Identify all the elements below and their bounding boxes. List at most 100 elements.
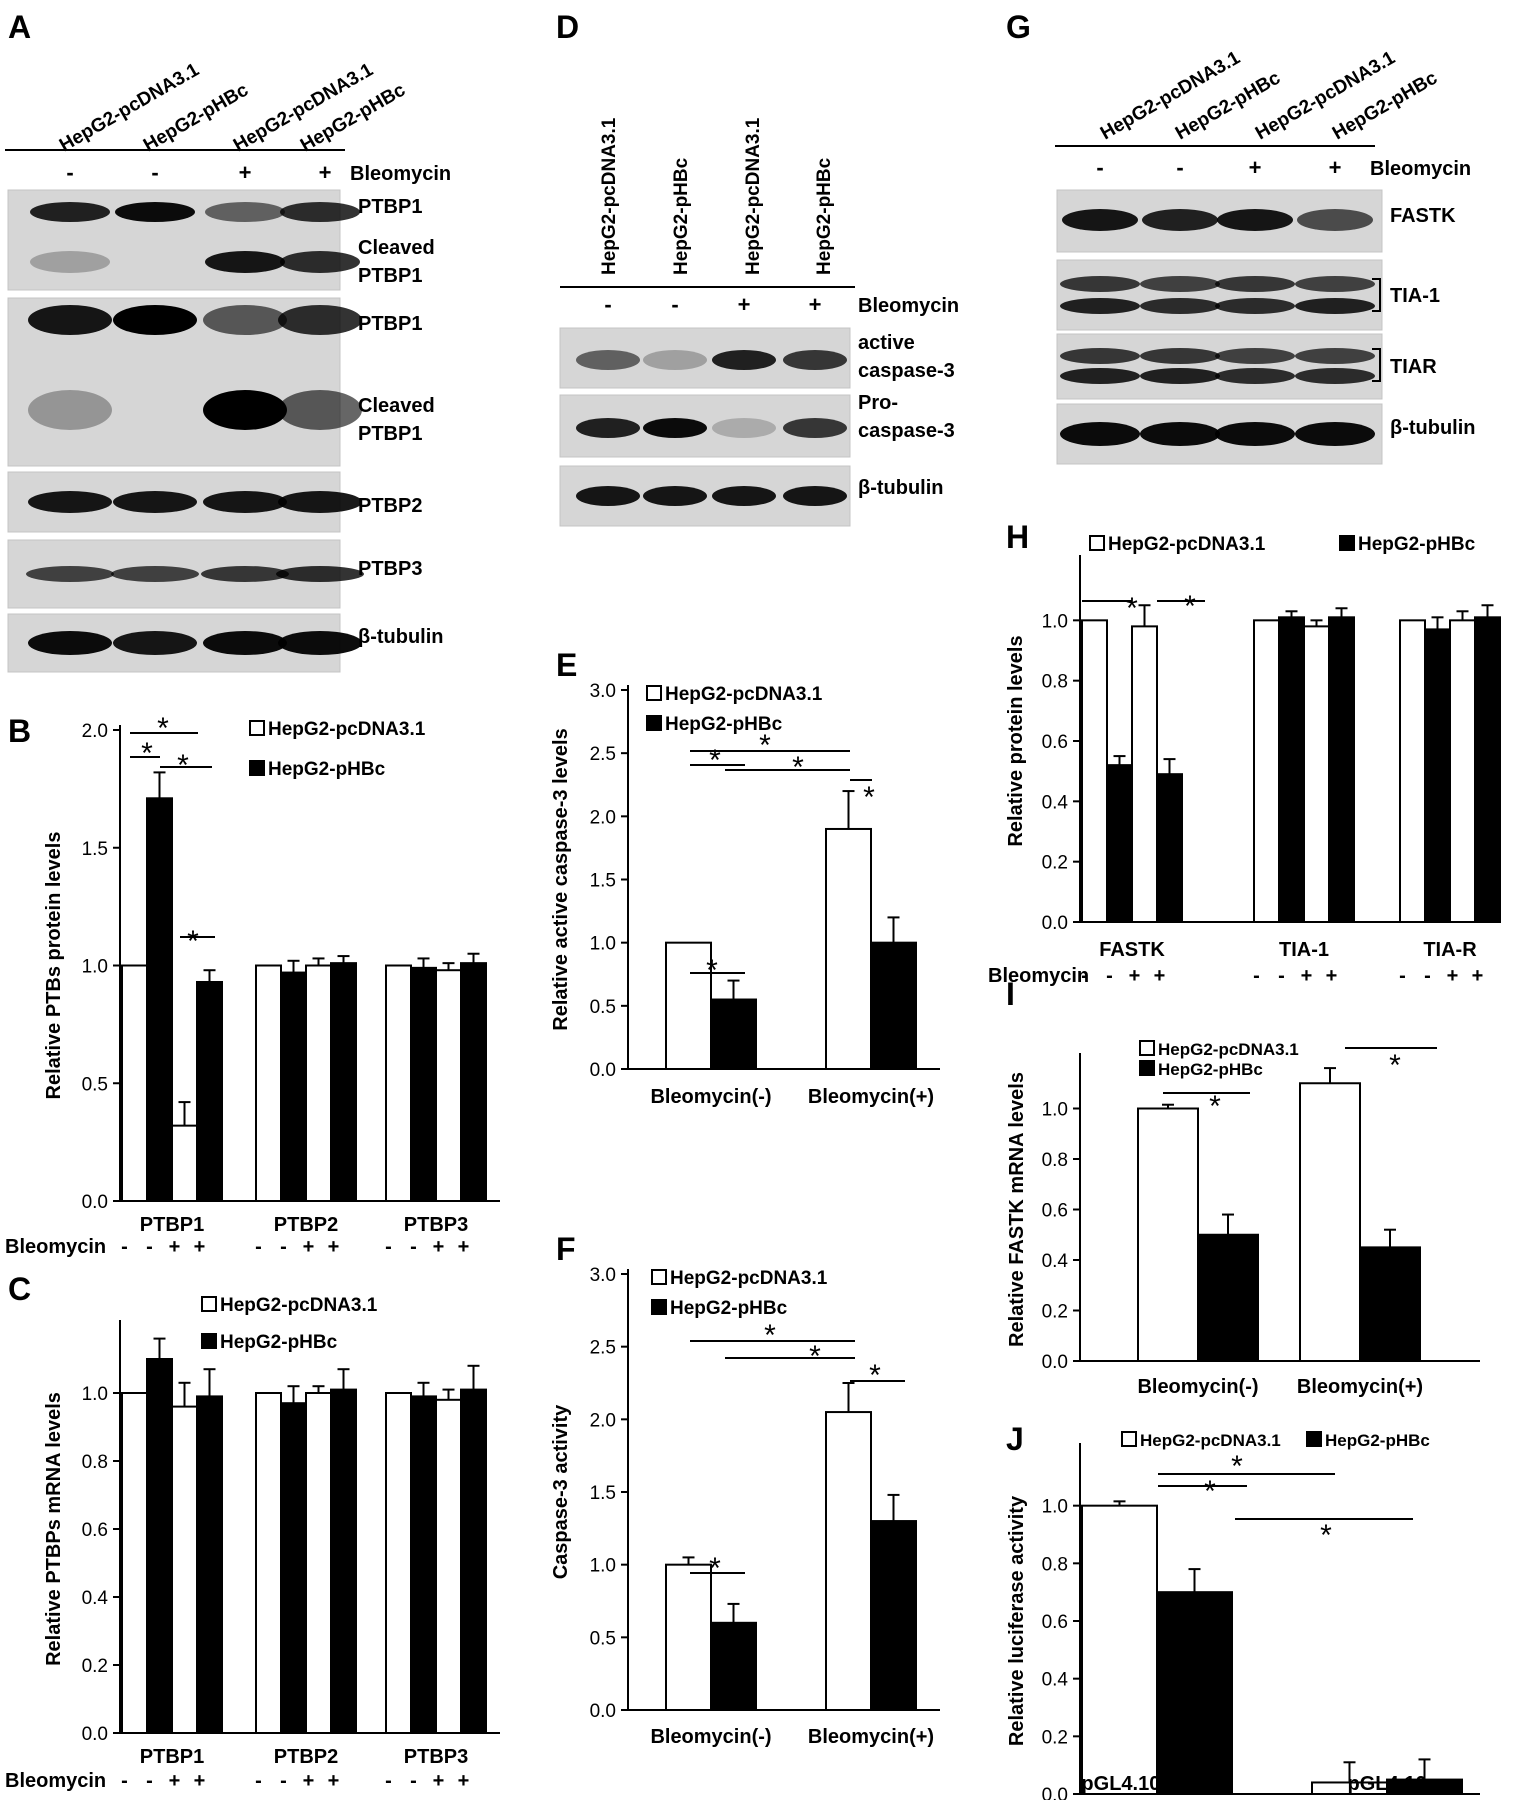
y-tick-label: 1.0 [1042, 1100, 1068, 1121]
bar [460, 962, 487, 1203]
band [1215, 298, 1295, 314]
y-tick-label: 2.0 [590, 807, 616, 828]
treatment-sign: + [1129, 965, 1141, 987]
band [712, 486, 776, 506]
legend-swatch [201, 1296, 217, 1312]
band [280, 251, 360, 273]
treatment-label: Bleomycin [988, 965, 1089, 987]
y-axis-label: Relative luciferase activity [1006, 1495, 1028, 1746]
significance-marker: * [1184, 590, 1196, 623]
bar [710, 1621, 757, 1712]
bar [330, 1388, 357, 1734]
bar [1359, 1246, 1421, 1362]
band [1295, 368, 1375, 384]
y-tick-label: 0.6 [1042, 1201, 1068, 1222]
legend-entry: HepG2-pcDNA3.1 [220, 1295, 378, 1316]
treatment-sign: + [319, 160, 332, 185]
bar [1328, 616, 1355, 923]
category-label: TIA-R [1423, 939, 1477, 961]
bar [305, 1392, 332, 1734]
significance-marker: * [1204, 1475, 1216, 1508]
legend-entry: HepG2-pHBc [220, 1332, 338, 1353]
treatment-sign: - [1399, 965, 1406, 987]
y-tick-label: 1.0 [590, 1556, 616, 1577]
legend-swatch [249, 720, 265, 736]
bar [870, 1520, 917, 1711]
y-tick-label: 3.0 [590, 681, 616, 702]
legend-swatch [201, 1333, 217, 1349]
legend-entry: HepG2-pHBc [670, 1298, 788, 1319]
treatment-sign: - [1424, 965, 1431, 987]
y-tick-label: 1.5 [82, 839, 108, 860]
category-label: Bleomycin(+) [808, 1086, 934, 1108]
y-tick-label: 2.0 [82, 721, 108, 742]
y-tick-label: 2.0 [590, 1410, 616, 1431]
legend-swatch [646, 715, 662, 731]
treatment-sign: - [1278, 965, 1285, 987]
y-tick-label: 1.5 [590, 1483, 616, 1504]
significance-marker: * [759, 729, 771, 762]
band [276, 566, 364, 582]
treatment-sign: + [239, 160, 252, 185]
treatment-label: Bleomycin [858, 295, 959, 317]
blot-G: HepG2-pcDNA3.1HepG2-pHBcHepG2-pcDNA3.1He… [1056, 47, 1441, 465]
bar [1253, 619, 1280, 923]
y-tick-label: 1.0 [590, 934, 616, 955]
bar [146, 1358, 173, 1734]
legend-swatch [651, 1299, 667, 1315]
y-axis-label: Relative active caspase-3 levels [550, 728, 572, 1030]
band [1142, 209, 1218, 231]
y-tick-label: 0.0 [1042, 1352, 1068, 1373]
panel-letter-g: G [1006, 9, 1031, 45]
y-tick-label: 0.8 [1042, 672, 1068, 693]
band-label: TIA-1 [1390, 285, 1440, 307]
legend-entry: HepG2-pcDNA3.1 [665, 684, 823, 705]
band-label: PTBP1 [358, 423, 422, 445]
band-label: β-tubulin [858, 477, 944, 499]
treatment-sign: - [385, 1236, 392, 1258]
legend-entry: HepG2-pcDNA3.1 [1140, 1431, 1281, 1450]
significance-marker: * [1126, 592, 1138, 625]
band [278, 631, 362, 655]
category-label: pGL4.10-FASTK [1081, 1773, 1233, 1795]
band [712, 418, 776, 438]
blot-A: HepG2-pcDNA3.1HepG2-pHBcHepG2-pcDNA3.1He… [7, 59, 409, 673]
band-label: active [858, 332, 915, 354]
y-tick-label: 1.5 [590, 871, 616, 892]
category-label: Bleomycin(+) [1297, 1376, 1423, 1398]
panel-letter-a: A [8, 9, 31, 45]
bar [196, 980, 223, 1202]
y-tick-label: 1.0 [1042, 1497, 1068, 1518]
treatment-sign: + [1301, 965, 1313, 987]
treatment-sign: - [255, 1236, 262, 1258]
bar [825, 827, 872, 1071]
bar [1081, 619, 1108, 923]
treatment-sign: + [1326, 965, 1338, 987]
panel-letter-j: J [1006, 1421, 1024, 1457]
category-label: Bleomycin(+) [808, 1726, 934, 1748]
y-tick-label: 0.0 [590, 1701, 616, 1722]
y-tick-label: 1.0 [82, 1384, 108, 1405]
significance-marker: * [1389, 1049, 1401, 1082]
significance-marker: * [863, 781, 875, 814]
band [783, 418, 847, 438]
band [113, 305, 197, 335]
y-tick-label: 0.6 [82, 1520, 108, 1541]
band [576, 486, 640, 506]
treatment-sign: + [194, 1236, 206, 1258]
y-tick-label: 0.0 [590, 1060, 616, 1081]
band-label: caspase-3 [858, 420, 955, 442]
treatment-label: Bleomycin [1370, 158, 1471, 180]
y-axis-label: Relative FASTK mRNA levels [1006, 1072, 1028, 1347]
y-axis-label: Relative PTBPs mRNA levels [43, 1392, 65, 1666]
band-label: caspase-3 [858, 360, 955, 382]
bar [1299, 1082, 1361, 1362]
band-label: Pro- [858, 392, 898, 414]
legend-swatch [1306, 1431, 1322, 1447]
band [203, 491, 287, 513]
treatment-sign: - [121, 1770, 128, 1792]
lane-label: HepG2-pHBc [671, 157, 692, 275]
chart-i: 0.0 0.2 0.4 0.6 0.8 1.0 Relative FASTK mRNA le… [1006, 1040, 1480, 1398]
treatment-sign: - [146, 1770, 153, 1792]
chart-b: 0.0 0.5 1.0 1.5 2.0 Relative PTBs protein lev… [5, 719, 500, 1258]
